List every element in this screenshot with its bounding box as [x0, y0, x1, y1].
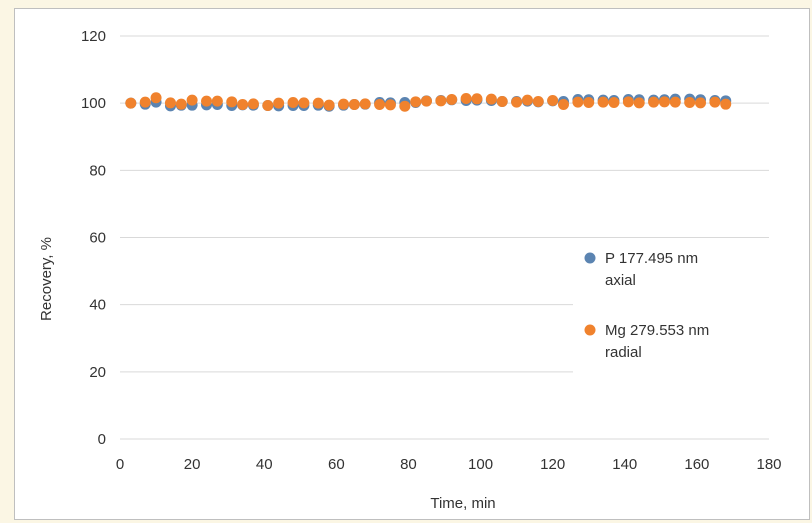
- series-2-point: [608, 96, 620, 108]
- series-2-point: [201, 95, 213, 107]
- y-tick-label-80: 80: [89, 162, 106, 179]
- x-tick-label-0: 0: [116, 456, 124, 473]
- series-2-point: [572, 96, 584, 108]
- series-2-point: [583, 96, 595, 108]
- x-tick-label-160: 160: [684, 456, 709, 473]
- chart-frame: 0 20 40 60 80 100 120 0 20 40 60 80 100 120 140 160 180…: [14, 8, 810, 520]
- series-2-point: [273, 97, 285, 109]
- y-tick-labels: 0 20 40 60 80 100 120: [81, 28, 106, 448]
- series-2-point: [633, 97, 645, 109]
- x-tick-labels: 0 20 40 60 80 100 120 140 160 180: [116, 456, 782, 473]
- series-2-point: [125, 97, 137, 109]
- series-2-point: [262, 100, 274, 112]
- series-2-point: [485, 93, 497, 105]
- series-2-point: [658, 96, 670, 108]
- legend-label-1: axial: [605, 272, 636, 289]
- series-markers: [125, 92, 732, 112]
- series-2-point: [348, 99, 360, 111]
- series-2-point: [175, 98, 187, 110]
- series-2-point: [521, 94, 533, 106]
- series-2-point: [597, 96, 609, 108]
- series-2-point: [684, 96, 696, 108]
- y-tick-label-0: 0: [98, 431, 106, 448]
- legend-label-2: Mg 279.553 nm: [605, 322, 709, 339]
- series-2-point: [648, 96, 660, 108]
- series-2-point: [287, 96, 299, 108]
- series-2-point: [446, 93, 458, 105]
- series-2-point: [150, 92, 162, 104]
- series-2-point: [384, 99, 396, 111]
- series-2-point: [622, 96, 634, 108]
- y-axis-title: Recovery, %: [38, 237, 55, 321]
- x-tick-label-180: 180: [756, 456, 781, 473]
- x-tick-label-60: 60: [328, 456, 345, 473]
- series-2-point: [709, 96, 721, 108]
- series-2-point: [226, 96, 238, 108]
- series-2-point: [323, 99, 335, 111]
- series-2-point: [312, 97, 324, 109]
- chart-svg: 0 20 40 60 80 100 120 0 20 40 60 80 100 120 140 160 180…: [38, 28, 783, 512]
- series-2-point: [511, 96, 523, 108]
- series-2-point: [420, 95, 432, 107]
- legend: P 177.495 nm axial Mg 279.553 nm radial: [573, 243, 783, 385]
- series-2-point: [557, 99, 569, 111]
- y-tick-label-20: 20: [89, 364, 106, 381]
- legend-marker-2: [584, 324, 596, 336]
- legend-label-2: radial: [605, 344, 642, 361]
- series-2-point: [237, 99, 249, 111]
- x-axis-title: Time, min: [430, 495, 495, 512]
- series-2-point: [532, 95, 544, 107]
- series-2-point: [399, 100, 411, 112]
- series-2-point: [247, 98, 259, 110]
- x-tick-label-140: 140: [612, 456, 637, 473]
- series-2-point: [164, 97, 176, 109]
- series-2-point: [139, 96, 151, 108]
- series-2-point: [359, 98, 371, 110]
- series-2-point: [694, 97, 706, 109]
- series-2-point: [720, 98, 732, 110]
- series-2-point: [471, 93, 483, 105]
- series-2-point: [435, 95, 447, 107]
- x-tick-label-80: 80: [400, 456, 417, 473]
- y-tick-label-40: 40: [89, 297, 106, 314]
- x-tick-label-40: 40: [256, 456, 273, 473]
- series-2-point: [338, 98, 350, 110]
- series-2-point: [211, 95, 223, 107]
- series-2-point: [186, 94, 198, 106]
- x-tick-label-100: 100: [468, 456, 493, 473]
- y-tick-label-120: 120: [81, 28, 106, 45]
- series-2-point: [374, 99, 386, 111]
- series-2-point: [460, 92, 472, 104]
- series-2-point: [298, 97, 310, 109]
- y-tick-label-60: 60: [89, 230, 106, 247]
- legend-marker-1: [584, 252, 596, 264]
- series-2: [125, 92, 732, 112]
- x-tick-label-20: 20: [184, 456, 201, 473]
- legend-background: [573, 243, 783, 385]
- series-2-point: [669, 96, 681, 108]
- y-tick-label-100: 100: [81, 95, 106, 112]
- series-2-point: [410, 96, 422, 108]
- legend-label-1: P 177.495 nm: [605, 250, 698, 267]
- series-2-point: [547, 94, 559, 106]
- x-tick-label-120: 120: [540, 456, 565, 473]
- series-2-point: [496, 95, 508, 107]
